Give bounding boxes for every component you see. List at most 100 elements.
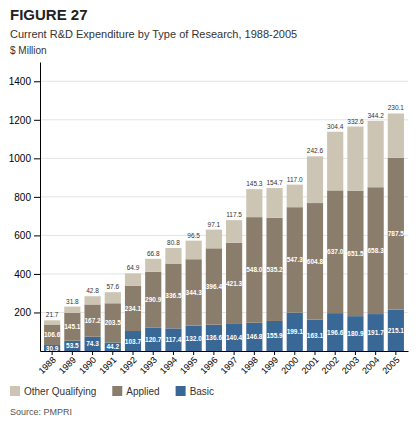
bar: [145, 328, 161, 351]
legend-label: Basic: [190, 386, 214, 397]
bar: [307, 203, 323, 320]
x-tick: 1998: [239, 351, 260, 376]
bar: [44, 345, 60, 351]
x-tick-label: 1995: [178, 355, 199, 376]
data-label: 604.8: [307, 258, 324, 265]
bar: [84, 337, 100, 351]
data-label: 167.2: [84, 317, 101, 324]
data-label: 234.1: [125, 305, 142, 312]
y-tick-mark: [34, 235, 40, 236]
data-label: 57.6: [106, 283, 119, 290]
bar: [145, 259, 161, 272]
legend-item: Basic: [176, 386, 214, 397]
data-label: 155.9: [266, 332, 283, 339]
x-tick-label: 1994: [158, 355, 179, 376]
y-tick-label: 1400: [9, 76, 32, 87]
x-tick-label: 1998: [239, 355, 260, 376]
data-label: 146.8: [246, 333, 263, 340]
y-tick-label: 600: [14, 230, 31, 241]
data-label: 120.7: [145, 336, 162, 343]
y-tick: 1200: [9, 115, 40, 126]
data-label: 97.1: [208, 221, 221, 228]
data-label: 548.0: [246, 266, 263, 273]
data-label: 180.9: [347, 330, 364, 337]
data-label: 290.9: [145, 296, 162, 303]
bar: [84, 304, 100, 336]
x-tick-label: 2005: [380, 355, 401, 376]
data-label: 145.1: [64, 323, 81, 330]
x-tick-mark: [375, 351, 376, 355]
data-label: 31.8: [66, 298, 79, 305]
x-tick-mark: [213, 351, 214, 355]
x-tick-mark: [234, 351, 235, 355]
data-label: 44.2: [106, 343, 119, 350]
data-labels: 30.953.574.344.2103.7120.7117.4132.0136.…: [44, 104, 404, 351]
x-tick-label: 1988: [37, 355, 58, 376]
bar: [246, 323, 262, 351]
x-axis: 1988198919901991199219931994199519961997…: [37, 351, 409, 376]
legend-label: Applied: [126, 386, 159, 397]
y-tick: 1000: [9, 153, 40, 164]
data-label: 53.5: [66, 342, 79, 349]
bar: [388, 158, 404, 310]
data-label: 42.8: [86, 287, 99, 294]
bar: [84, 296, 100, 304]
bar: [287, 207, 303, 312]
x-tick-label: 1997: [219, 355, 240, 376]
bar: [44, 325, 60, 346]
y-tick-mark: [34, 158, 40, 159]
y-tick: 600: [14, 230, 40, 241]
data-label: 787.5: [388, 230, 405, 237]
bar: [186, 259, 202, 325]
x-tick: 1989: [57, 351, 78, 376]
data-label: 547.3: [287, 256, 304, 263]
x-axis-line: [41, 351, 409, 352]
chart-svg: 200 400 600 800 1000 1200 1400 1988198919901991…: [0, 0, 418, 423]
bar: [206, 230, 222, 249]
y-tick: 200: [14, 307, 40, 318]
data-label: 96.5: [187, 232, 200, 239]
title: FIGURE 27: [10, 6, 88, 23]
y-tick: 1400: [9, 76, 40, 87]
y-tick-mark: [34, 197, 40, 198]
bar: [186, 241, 202, 260]
bar: [105, 292, 121, 303]
y-tick-mark: [34, 120, 40, 121]
data-label: 658.3: [368, 247, 385, 254]
x-tick-label: 2000: [279, 355, 300, 376]
data-label: 203.5: [105, 319, 122, 326]
data-label: 80.8: [167, 239, 180, 246]
data-label: 106.6: [44, 331, 61, 338]
x-tick: 1993: [138, 351, 159, 376]
bar: [347, 127, 363, 191]
data-label: 117.0: [287, 176, 303, 183]
bar: [125, 273, 141, 286]
x-tick-mark: [314, 351, 315, 355]
bar: [165, 328, 181, 351]
y-tick-label: 1200: [9, 115, 32, 126]
bar: [165, 248, 181, 264]
bar: [206, 248, 222, 324]
data-label: 140.4: [226, 334, 243, 341]
x-tick: 2005: [380, 351, 401, 376]
x-tick-label: 1999: [259, 355, 280, 376]
bar: [307, 320, 323, 351]
x-tick-mark: [92, 351, 93, 355]
x-tick-mark: [112, 351, 113, 355]
data-label: 230.1: [388, 104, 405, 111]
data-label: 344.2: [368, 112, 385, 119]
x-tick-mark: [254, 351, 255, 355]
legend: Other Qualifying Applied Basic: [10, 386, 214, 397]
y-tick-label: 800: [14, 192, 31, 203]
data-label: 332.6: [347, 118, 364, 125]
x-tick: 1995: [178, 351, 199, 376]
x-tick: 1991: [97, 351, 118, 376]
bar: [125, 286, 141, 331]
x-tick: 1996: [198, 351, 219, 376]
legend-item: Other Qualifying: [10, 386, 96, 397]
y-tick: 400: [14, 269, 40, 280]
bar: [64, 341, 80, 351]
bar: [64, 313, 80, 341]
x-tick: 1999: [259, 351, 280, 376]
y-tick-label: 1000: [9, 153, 32, 164]
